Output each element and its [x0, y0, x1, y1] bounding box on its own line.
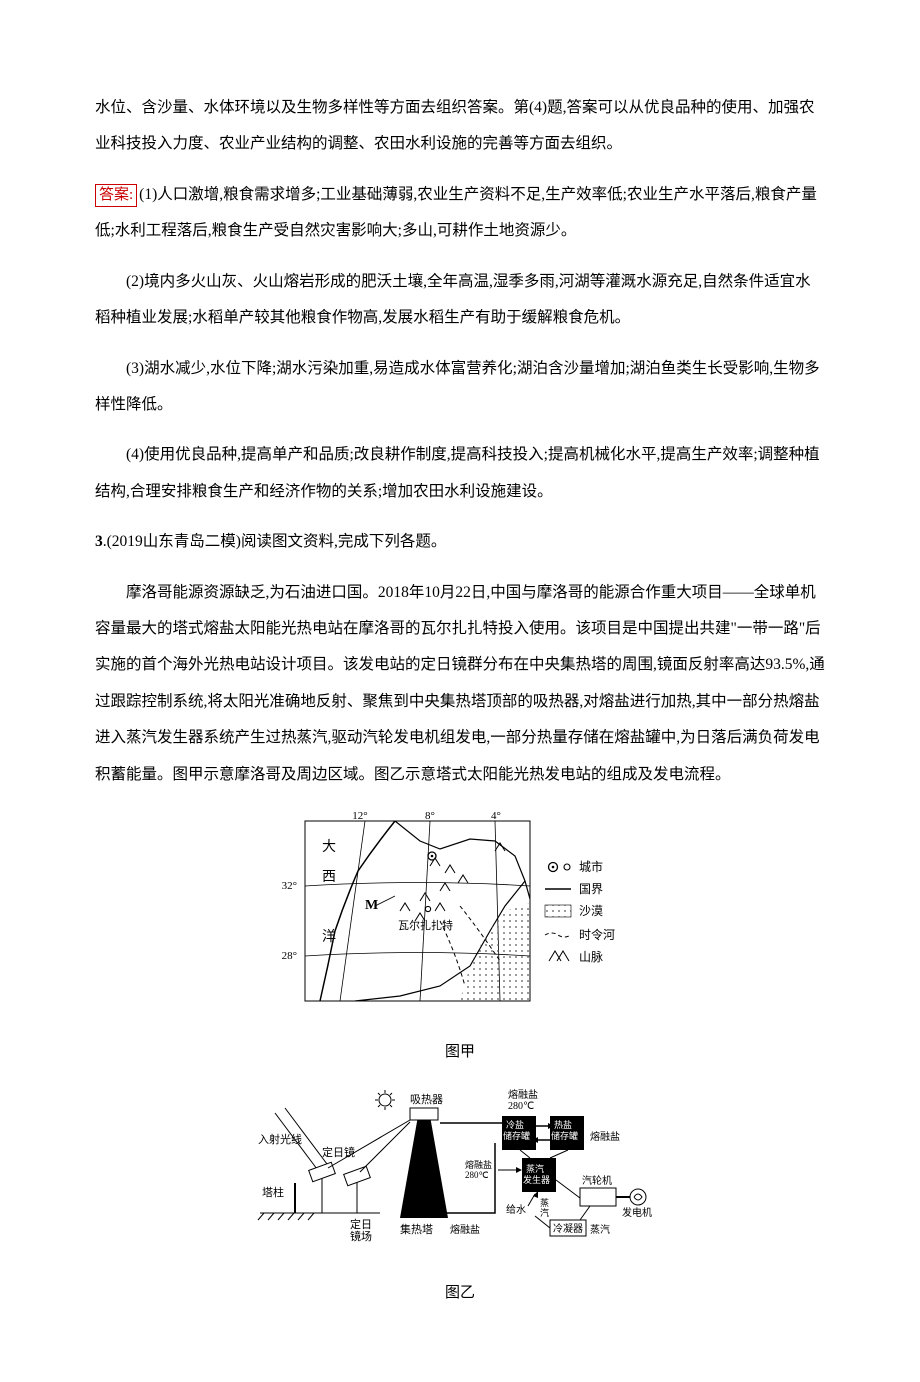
svg-text:集热塔: 集热塔 [400, 1222, 433, 1236]
figure-diagram-caption: 图乙 [95, 1276, 825, 1311]
svg-text:蒸汽: 蒸汽 [590, 1223, 610, 1236]
svg-text:吸热器: 吸热器 [410, 1093, 443, 1106]
svg-text:熔融盐: 熔融盐 [590, 1130, 620, 1143]
svg-text:瓦尔扎扎特: 瓦尔扎扎特 [398, 918, 453, 932]
svg-text:熔融盐: 熔融盐 [450, 1223, 480, 1236]
q3-passage: 摩洛哥能源资源缺乏,为石油进口国。2018年10月22日,中国与摩洛哥的能源合作… [95, 575, 825, 794]
svg-text:时令河: 时令河 [579, 927, 615, 942]
svg-text:28°: 28° [282, 950, 297, 962]
answer-1: 答案:(1)人口激增,粮食需求增多;工业基础薄弱,农业生产资料不足,生产效率低;… [95, 177, 825, 250]
svg-text:熔融盐280℃: 熔融盐280℃ [465, 1159, 492, 1180]
svg-text:西: 西 [322, 870, 336, 885]
svg-text:冷凝器: 冷凝器 [553, 1222, 583, 1235]
svg-text:32°: 32° [282, 880, 297, 892]
figure-map-caption: 图甲 [95, 1035, 825, 1070]
answer-label-box: 答案: [95, 184, 137, 207]
svg-text:熔融盐280℃: 熔融盐280℃ [508, 1088, 538, 1112]
svg-text:蒸汽: 蒸汽 [540, 1197, 549, 1218]
svg-text:发电机: 发电机 [622, 1206, 652, 1219]
answer-2: (2)境内多火山灰、火山熔岩形成的肥沃土壤,全年高温,湿季多雨,河湖等灌溉水源充… [95, 264, 825, 337]
map-svg: 12° 8° 4° 32° 28° 大 西 洋 [280, 811, 640, 1016]
svg-text:给水: 给水 [506, 1203, 526, 1216]
diagram-svg: 入射光线 塔柱 定日镜 定日镜场 集热塔 吸热器 熔融盐 [250, 1088, 670, 1258]
q3-stem: 3.(2019山东青岛二模)阅读图文资料,完成下列各题。 [95, 524, 825, 560]
figure-map-wrap: 12° 8° 4° 32° 28° 大 西 洋 [95, 811, 825, 1070]
explanation-continuation: 水位、含沙量、水体环境以及生物多样性等方面去组织答案。第(4)题,答案可以从优良… [95, 90, 825, 163]
svg-text:定日镜场: 定日镜场 [350, 1217, 372, 1243]
svg-text:8°: 8° [425, 811, 435, 822]
svg-text:国界: 国界 [579, 882, 603, 896]
answer-1-text: (1)人口激增,粮食需求增多;工业基础薄弱,农业生产资料不足,生产效率低;农业生… [95, 186, 817, 239]
svg-text:沙漠: 沙漠 [579, 904, 603, 918]
q3-number: 3 [95, 533, 103, 550]
svg-text:汽轮机: 汽轮机 [582, 1174, 612, 1187]
answer-3: (3)湖水减少,水位下降;湖水污染加重,易造成水体富营养化;湖泊含沙量增加;湖泊… [95, 351, 825, 424]
svg-text:入射光线: 入射光线 [258, 1132, 302, 1146]
figure-diagram-wrap: 入射光线 塔柱 定日镜 定日镜场 集热塔 吸热器 熔融盐 [95, 1088, 825, 1312]
q3-source: .(2019山东青岛二模)阅读图文资料,完成下列各题。 [103, 533, 447, 550]
svg-text:4°: 4° [491, 811, 501, 822]
svg-text:塔柱: 塔柱 [262, 1185, 284, 1199]
svg-text:大: 大 [322, 839, 336, 855]
svg-text:山脉: 山脉 [579, 949, 603, 964]
svg-text:城市: 城市 [579, 859, 603, 874]
svg-text:定日镜: 定日镜 [322, 1145, 355, 1159]
answer-4: (4)使用优良品种,提高单产和品质;改良耕作制度,提高科技投入;提高机械化水平,… [95, 437, 825, 510]
svg-text:12°: 12° [352, 811, 367, 822]
